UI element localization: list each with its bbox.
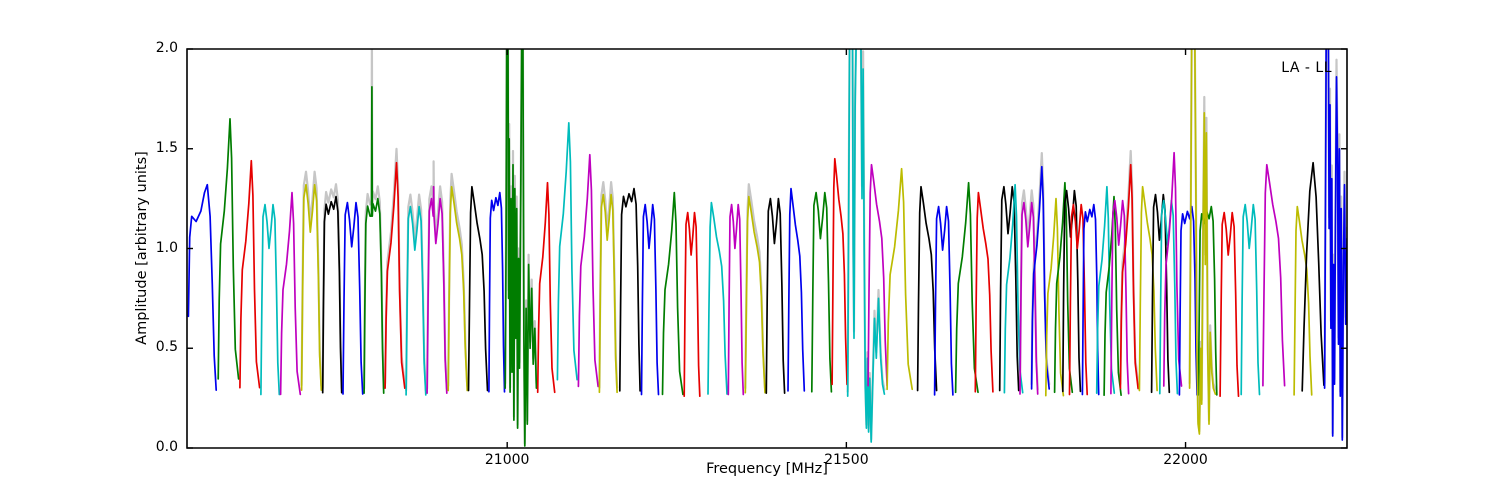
y-tick-label: 0.0 [155, 439, 178, 455]
x-tick-label: 21500 [824, 452, 869, 468]
bandpass-segment-k [467, 185, 489, 392]
bandpass-segment-y [1138, 185, 1158, 392]
bandpass-segment-r [1119, 163, 1139, 390]
bandpass-segment-k [998, 185, 1020, 392]
x-tick-label: 22000 [1163, 452, 1208, 468]
bandpass-segment-y [744, 195, 766, 394]
bandpass-segment-m [727, 203, 745, 396]
bandpass-segment-y [300, 183, 323, 391]
bandpass-segment-b [933, 205, 954, 396]
bandpass-segment-m [867, 163, 888, 387]
bandpass-segment-g [661, 191, 684, 396]
y-tick-label: 2.0 [155, 40, 178, 56]
bandpass-segment-g [954, 181, 979, 394]
y-tick-label: 0.5 [155, 339, 178, 356]
bandpass-segment-r [1219, 211, 1240, 398]
bandpass-segment-k [321, 195, 343, 394]
bandpass-segment-c [260, 203, 281, 396]
x-axis-label: Frequency [MHz] [706, 461, 828, 477]
bandpass-segment-m [1162, 151, 1183, 387]
bandpass-segment-m [426, 185, 448, 394]
bandpass-segment-g [217, 117, 240, 380]
data-series-group [187, 49, 1347, 447]
bandpass-segment-r [239, 159, 261, 389]
bandpass-segment-b [1030, 165, 1051, 390]
bandpass-segment-b [640, 203, 660, 396]
x-tick-label: 21000 [484, 452, 530, 468]
bandpass-segment-y [886, 167, 914, 391]
bandpass-segment-b [187, 183, 218, 391]
bandpass-segment-m [279, 191, 302, 396]
bandpass-segment-k [916, 185, 938, 392]
bandpass-segment-y [1188, 49, 1217, 435]
y-tick-label: 1.5 [155, 139, 178, 156]
bandpass-segment-b [787, 187, 806, 392]
bandpass-segment-k [618, 187, 641, 392]
bandpass-segment-y [598, 193, 618, 394]
bandpass-segment-b [488, 191, 506, 393]
bandpass-segment-c [405, 205, 427, 396]
bandpass-segment-b [1081, 203, 1100, 396]
bandpass-segment-m [1110, 199, 1130, 395]
bandpass-segment-r [831, 157, 848, 386]
bandpass-segment-m [1262, 163, 1286, 387]
bandpass-segment-m [1019, 201, 1039, 395]
bandpass-segment-c [707, 201, 728, 395]
bandpass-segment-b [1323, 49, 1347, 441]
bandpass-segment-r [683, 211, 701, 398]
bandpass-segment-c [846, 49, 886, 443]
bandpass-segment-y [1293, 205, 1313, 396]
bandpass-segment-c [1003, 183, 1024, 394]
bandpass-segment-m [577, 153, 599, 388]
baseline-annotation: LA - LL [1281, 60, 1332, 76]
bandpass-segment-r [536, 181, 556, 394]
bandpass-segment-r [974, 191, 994, 393]
bandpass-segment-r [1068, 203, 1089, 396]
bandpass-segment-g [363, 86, 385, 394]
bandpass-segment-g [1197, 205, 1218, 396]
bandpass-segment-y [1044, 197, 1065, 397]
bandpass-segment-k [765, 197, 786, 394]
y-tick-label: 1.0 [155, 239, 178, 256]
bandpass-segment-g [1053, 181, 1074, 394]
bandpass-segment-c [556, 121, 578, 381]
bandpass-segment-g [504, 49, 538, 447]
bandpass-segment-c [1240, 203, 1261, 396]
bandpass-segment-b [1178, 205, 1198, 396]
bandpass-segment-k [1301, 161, 1325, 392]
bandpass-segment-r [384, 161, 406, 389]
bandpass-segment-k [1150, 193, 1171, 394]
bandpass-segment-g [810, 191, 833, 393]
bandpass-segment-y [447, 185, 469, 392]
bandpass-segment-b [342, 201, 364, 395]
